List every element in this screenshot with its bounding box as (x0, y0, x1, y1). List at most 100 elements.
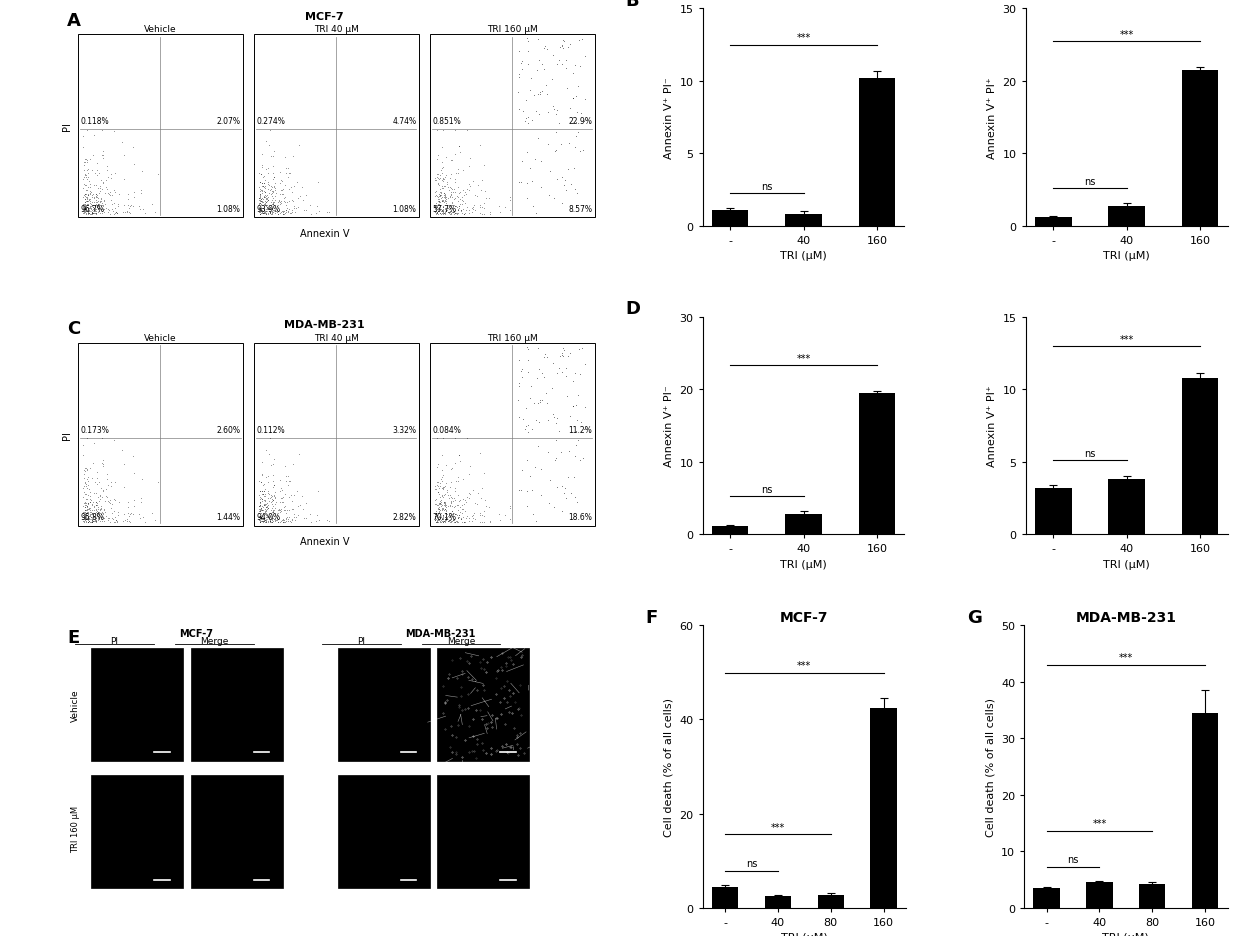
Bar (91, 775, 182, 888)
Y-axis label: Annexin V⁺ PI⁻: Annexin V⁺ PI⁻ (663, 77, 675, 159)
Bar (1033, 888, 1060, 908)
Text: 11.2%: 11.2% (569, 425, 593, 434)
Bar (254, 344, 419, 526)
Text: 2.07%: 2.07% (217, 117, 241, 126)
Text: 93.9%: 93.9% (257, 205, 280, 213)
Text: ns: ns (1084, 177, 1096, 187)
Text: TRI 160 μM: TRI 160 μM (487, 25, 538, 35)
Text: 1.44%: 1.44% (217, 513, 241, 521)
Text: Vehicle: Vehicle (144, 333, 177, 343)
Text: TRI 40 μM: TRI 40 μM (314, 25, 358, 35)
Bar (1140, 885, 1166, 908)
Text: 0.274%: 0.274% (257, 117, 285, 126)
Text: MCF-7: MCF-7 (305, 11, 343, 22)
Bar (1086, 883, 1112, 908)
Text: ns: ns (761, 182, 773, 192)
Bar (78, 344, 243, 526)
X-axis label: TRI (μM): TRI (μM) (1104, 559, 1149, 569)
Text: B: B (626, 0, 640, 10)
Text: ***: *** (1118, 652, 1133, 662)
Bar (1035, 489, 1071, 534)
Text: ***: *** (1120, 30, 1133, 39)
Text: ns: ns (761, 485, 773, 494)
Text: A: A (67, 11, 81, 30)
Text: 94.0%: 94.0% (257, 513, 280, 521)
Bar (91, 648, 182, 761)
Text: Annexin V: Annexin V (300, 537, 350, 547)
Title: MDA-MB-231: MDA-MB-231 (1075, 610, 1177, 624)
Text: ***: *** (797, 660, 811, 670)
Bar (337, 775, 429, 888)
Y-axis label: Annexin V⁺ PI⁺: Annexin V⁺ PI⁺ (987, 386, 997, 467)
Text: G: G (967, 608, 982, 626)
Bar (78, 36, 243, 218)
Bar (712, 211, 749, 227)
Text: MDA-MB-231: MDA-MB-231 (404, 628, 475, 638)
Text: PI: PI (110, 636, 119, 645)
Y-axis label: Annexin V⁺ PI⁻: Annexin V⁺ PI⁻ (663, 386, 673, 467)
X-axis label: TRI (μM): TRI (μM) (1104, 251, 1149, 261)
Bar (1192, 713, 1219, 908)
Bar (337, 648, 429, 761)
Text: PI: PI (357, 636, 366, 645)
Title: MCF-7: MCF-7 (780, 610, 828, 624)
X-axis label: TRI (μM): TRI (μM) (780, 251, 827, 261)
Bar (191, 648, 283, 761)
X-axis label: TRI (μM): TRI (μM) (781, 932, 827, 936)
Bar (1109, 206, 1145, 227)
Bar (1182, 378, 1219, 534)
Text: 2.60%: 2.60% (217, 425, 241, 434)
Text: MDA-MB-231: MDA-MB-231 (284, 319, 365, 329)
Text: ns: ns (745, 858, 758, 869)
Text: 8.57%: 8.57% (568, 205, 593, 213)
Bar (858, 79, 895, 227)
X-axis label: TRI (μM): TRI (μM) (1102, 932, 1149, 936)
Text: 2.82%: 2.82% (393, 513, 417, 521)
Text: TRI 40 μM: TRI 40 μM (314, 333, 358, 343)
Text: TRI 160 μM: TRI 160 μM (71, 805, 79, 853)
Text: 0.084%: 0.084% (433, 425, 461, 434)
Text: ***: *** (796, 354, 811, 363)
Text: C: C (67, 319, 81, 338)
X-axis label: TRI (μM): TRI (μM) (780, 559, 827, 569)
Text: D: D (626, 300, 641, 318)
Text: Annexin V: Annexin V (300, 228, 350, 239)
Text: 0.173%: 0.173% (81, 425, 109, 434)
Text: 57.7%: 57.7% (433, 205, 456, 213)
Text: E: E (67, 628, 79, 646)
Bar (191, 775, 283, 888)
Text: 3.32%: 3.32% (392, 425, 417, 434)
Text: 18.6%: 18.6% (568, 513, 593, 521)
Bar (785, 214, 822, 227)
Bar (429, 344, 595, 526)
Text: 1.08%: 1.08% (393, 205, 417, 213)
Text: ns: ns (1084, 448, 1096, 459)
Bar (1035, 218, 1071, 227)
Y-axis label: Cell death (% of all cells): Cell death (% of all cells) (663, 697, 673, 836)
Text: 0.112%: 0.112% (257, 425, 285, 434)
Bar (785, 515, 822, 534)
Y-axis label: Annexin V⁺ PI⁺: Annexin V⁺ PI⁺ (987, 77, 997, 159)
Text: ***: *** (796, 34, 811, 43)
Text: ***: *** (771, 822, 785, 832)
Text: 95.8%: 95.8% (81, 513, 104, 521)
Text: PI: PI (62, 431, 72, 439)
Text: PI: PI (62, 123, 72, 131)
Text: F: F (646, 608, 658, 626)
Text: Merge: Merge (200, 636, 228, 645)
Bar (438, 775, 529, 888)
Bar (254, 36, 419, 218)
Bar (765, 896, 791, 908)
Text: ***: *** (1092, 819, 1106, 828)
Text: Vehicle: Vehicle (144, 25, 177, 35)
Text: ns: ns (1068, 854, 1079, 864)
Text: Merge: Merge (446, 636, 475, 645)
Text: Vehicle: Vehicle (71, 688, 79, 721)
Text: MCF-7: MCF-7 (179, 628, 213, 638)
Text: 70.1%: 70.1% (433, 513, 456, 521)
Bar (438, 648, 529, 761)
Text: TRI 160 μM: TRI 160 μM (487, 333, 538, 343)
Text: 1.08%: 1.08% (217, 205, 241, 213)
Text: 0.851%: 0.851% (433, 117, 461, 126)
Text: 4.74%: 4.74% (392, 117, 417, 126)
